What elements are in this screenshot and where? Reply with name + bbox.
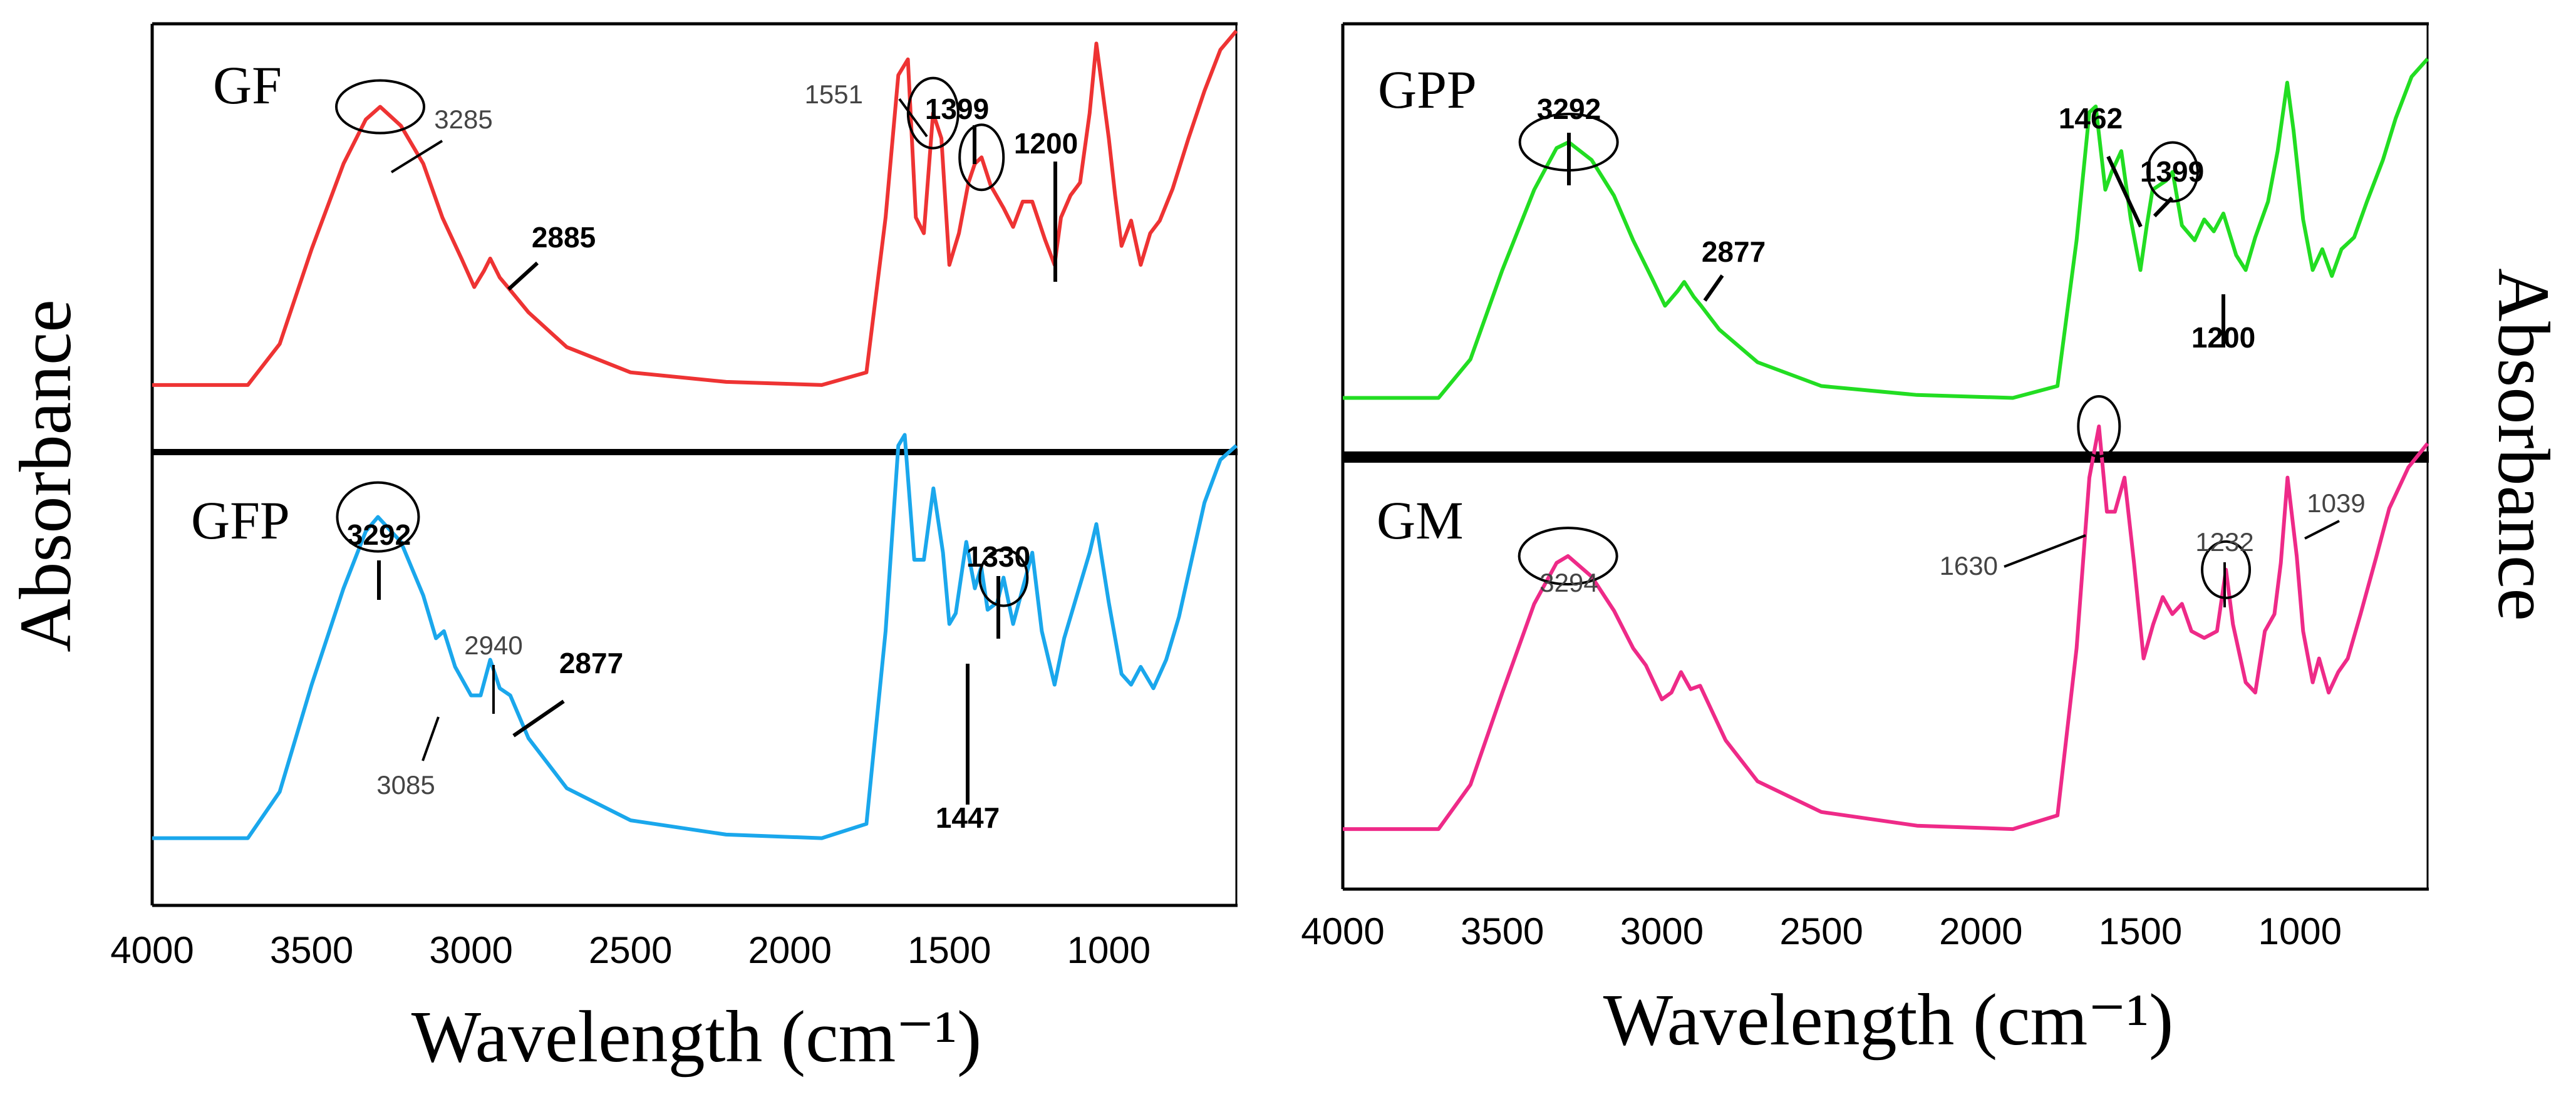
peak-leader-gf-2885	[507, 261, 539, 291]
panel-name-gm: GM	[1377, 490, 1464, 550]
peak-leader-gpp-1462	[2106, 155, 2143, 228]
x-tick-label-3500: 3500	[270, 929, 353, 971]
peak-label-gm-1039: 1039	[2307, 488, 2365, 518]
peak-label-gfp-2940: 2940	[464, 631, 522, 660]
right-plot-group	[1341, 22, 2429, 891]
panel-gpp: GPP 3292 2877 1462 1399 1200	[1343, 57, 2429, 400]
peak-circle-gfp-1330	[978, 548, 1029, 607]
peak-label-gpp-1462: 1462	[2059, 102, 2123, 135]
peak-label-gfp-1447: 1447	[936, 801, 1000, 834]
x-tick-labels-right: 4000 3500 3000 2500 2000 1500 1000	[1301, 910, 2342, 952]
series-line-gm	[1343, 425, 2429, 832]
peak-leader-gpp-2877	[1703, 274, 1724, 302]
x-tick-label-1000: 1000	[1067, 929, 1151, 971]
peak-label-gpp-1200: 1200	[2191, 321, 2255, 354]
peak-label-gf-3285: 3285	[434, 105, 492, 134]
peak-label-gf-1551: 1551	[805, 80, 863, 109]
peak-circle-gm-1232	[2201, 540, 2252, 599]
y-axis-title-right: Absorbance	[2483, 268, 2565, 621]
x-tick-label-1500: 1500	[908, 929, 991, 971]
peak-label-gpp-1399: 1399	[2140, 155, 2204, 188]
peak-label-gf-2885: 2885	[532, 221, 596, 254]
x-tick-label-2000: 2000	[748, 929, 831, 971]
peak-label-gpp-2877: 2877	[1702, 235, 1766, 268]
peak-label-gpp-3292: 3292	[1537, 93, 1601, 125]
x-tick-label-3000: 3000	[429, 929, 512, 971]
x-tick-label-2500: 2500	[1779, 910, 1863, 952]
x-tick-labels-left: 4000 3500 3000 2500 2000 1500 1000	[110, 929, 1151, 971]
panel-gm: GM 3294 1630 1232 1039	[1343, 395, 2429, 832]
x-tick-label-3000: 3000	[1620, 910, 1704, 952]
peak-circle-gf-1551	[906, 76, 960, 150]
x-tick-label-1000: 1000	[2258, 910, 2341, 952]
x-tick-label-2000: 2000	[1939, 910, 2022, 952]
y-axis-title-left: Absorbance	[4, 299, 86, 652]
peak-label-gm-1232: 1232	[2195, 527, 2253, 557]
x-axis-title-left: Wavelength (cm⁻¹)	[411, 996, 982, 1078]
panel-name-gf: GF	[213, 55, 282, 115]
panel-gfp: GFP 3292 2940 2877 3085 1330 1447	[152, 433, 1238, 840]
x-tick-label-4000: 4000	[1301, 910, 1384, 952]
peak-label-gf-1200: 1200	[1014, 127, 1078, 160]
peak-circle-gm-1630	[2077, 395, 2121, 458]
peak-label-gm-3294: 3294	[1539, 568, 1598, 597]
peak-leader-gf-3285	[390, 140, 443, 173]
series-line-gf	[152, 29, 1238, 387]
peak-leader-gpp-1399	[2153, 196, 2174, 218]
x-tick-label-2500: 2500	[589, 929, 672, 971]
x-axis-title-right: Wavelength (cm⁻¹)	[1603, 979, 2174, 1061]
peak-leader-gm-1630	[2004, 534, 2086, 568]
series-line-gpp	[1343, 57, 2429, 400]
panel-gf: GF 3285 2885 1551 1399 1200	[152, 29, 1238, 387]
peak-label-gf-1399: 1399	[925, 93, 989, 125]
x-tick-label-4000: 4000	[110, 929, 194, 971]
peak-label-gfp-2877: 2877	[559, 647, 623, 679]
left-plot-group	[150, 22, 1238, 907]
peak-circle-gm-3294	[1518, 527, 1618, 586]
peak-label-gfp-3292: 3292	[347, 518, 411, 551]
peak-circle-gf-1399	[958, 123, 1005, 192]
peak-circle-gfp-3292	[336, 481, 420, 553]
peak-leader-gf-1551	[898, 98, 928, 138]
peak-label-gm-1630: 1630	[1940, 551, 1998, 580]
x-tick-label-1500: 1500	[2099, 910, 2182, 952]
peak-label-gfp-3085: 3085	[376, 770, 435, 800]
peak-leader-gm-1039	[2304, 520, 2340, 540]
series-line-gfp	[152, 433, 1238, 840]
peak-label-gfp-1330: 1330	[966, 540, 1030, 573]
peak-leader-gfp-2877	[512, 699, 565, 738]
peak-circle-gf-3285	[335, 79, 426, 135]
panel-name-gfp: GFP	[191, 490, 290, 550]
panel-name-gpp: GPP	[1378, 59, 1477, 120]
peak-leader-gfp-3085	[422, 716, 440, 761]
x-tick-label-3500: 3500	[1461, 910, 1544, 952]
peak-circle-gpp-1399	[2146, 141, 2199, 203]
